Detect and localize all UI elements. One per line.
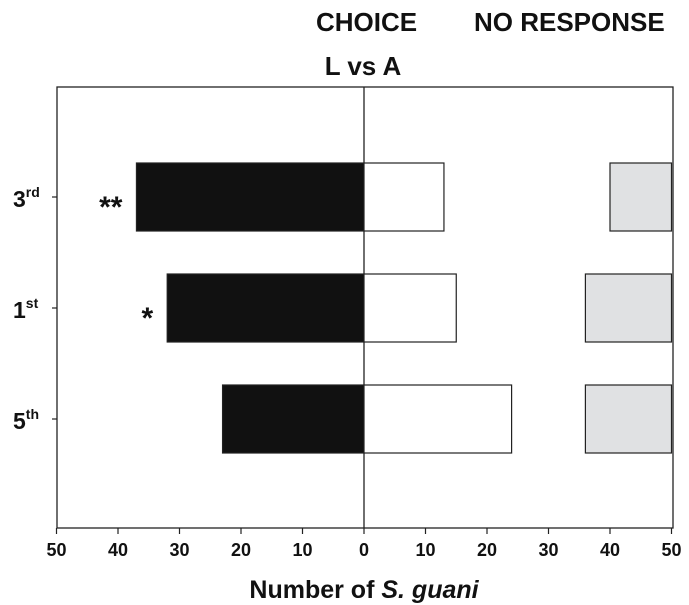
significance-labels: *** — [99, 191, 153, 335]
header-no-response: NO RESPONSE — [474, 7, 665, 37]
category-label-sup: rd — [26, 184, 40, 200]
bar-no-response-2 — [584, 384, 673, 454]
category-label-main: 3 — [13, 186, 26, 212]
chart-title: L vs A — [325, 51, 402, 81]
bar-left-2 — [221, 384, 365, 454]
x-tick-label-left-0: 50 — [46, 540, 66, 560]
x-tick-label-left-1: 40 — [108, 540, 128, 560]
ticks-layer: 50 40 30 20 10 0 10 20 30 40 50 — [46, 196, 682, 560]
x-axis-label: Number of S. guani — [249, 576, 479, 604]
x-tick-label-right-1: 20 — [477, 540, 497, 560]
x-axis-label-species: S. guani — [381, 576, 479, 604]
bar-left-0 — [135, 162, 365, 232]
category-label-sup: th — [26, 406, 39, 422]
category-label-main: 1 — [13, 297, 26, 323]
category-label-sup: st — [26, 295, 39, 311]
bar-right-0 — [363, 162, 445, 232]
x-tick-label-left-2: 30 — [169, 540, 189, 560]
x-tick-label-left-3: 20 — [231, 540, 251, 560]
x-tick-label-right-3: 40 — [600, 540, 620, 560]
category-label-main: 5 — [13, 408, 26, 434]
x-tick-label-left-5: 0 — [359, 540, 369, 560]
category-labels: 3rd 1st 5th — [13, 184, 40, 434]
bars-layer — [135, 162, 673, 454]
bar-right-2 — [363, 384, 513, 454]
category-label-2: 5th — [13, 406, 39, 434]
x-axis-label-prefix: Number of — [249, 576, 381, 604]
significance-marker-1: * — [142, 302, 154, 335]
category-label-0: 3rd — [13, 184, 40, 212]
x-tick-label-left-4: 10 — [292, 540, 312, 560]
x-tick-label-right-0: 10 — [415, 540, 435, 560]
category-label-1: 1st — [13, 295, 39, 323]
significance-marker-0: ** — [99, 191, 123, 224]
bar-right-1 — [363, 273, 457, 343]
bar-no-response-0 — [609, 162, 673, 232]
bar-left-1 — [166, 273, 365, 343]
bar-no-response-1 — [584, 273, 673, 343]
x-tick-label-right-2: 30 — [538, 540, 558, 560]
x-tick-label-right-4: 50 — [661, 540, 681, 560]
header-choice: CHOICE — [316, 7, 417, 37]
